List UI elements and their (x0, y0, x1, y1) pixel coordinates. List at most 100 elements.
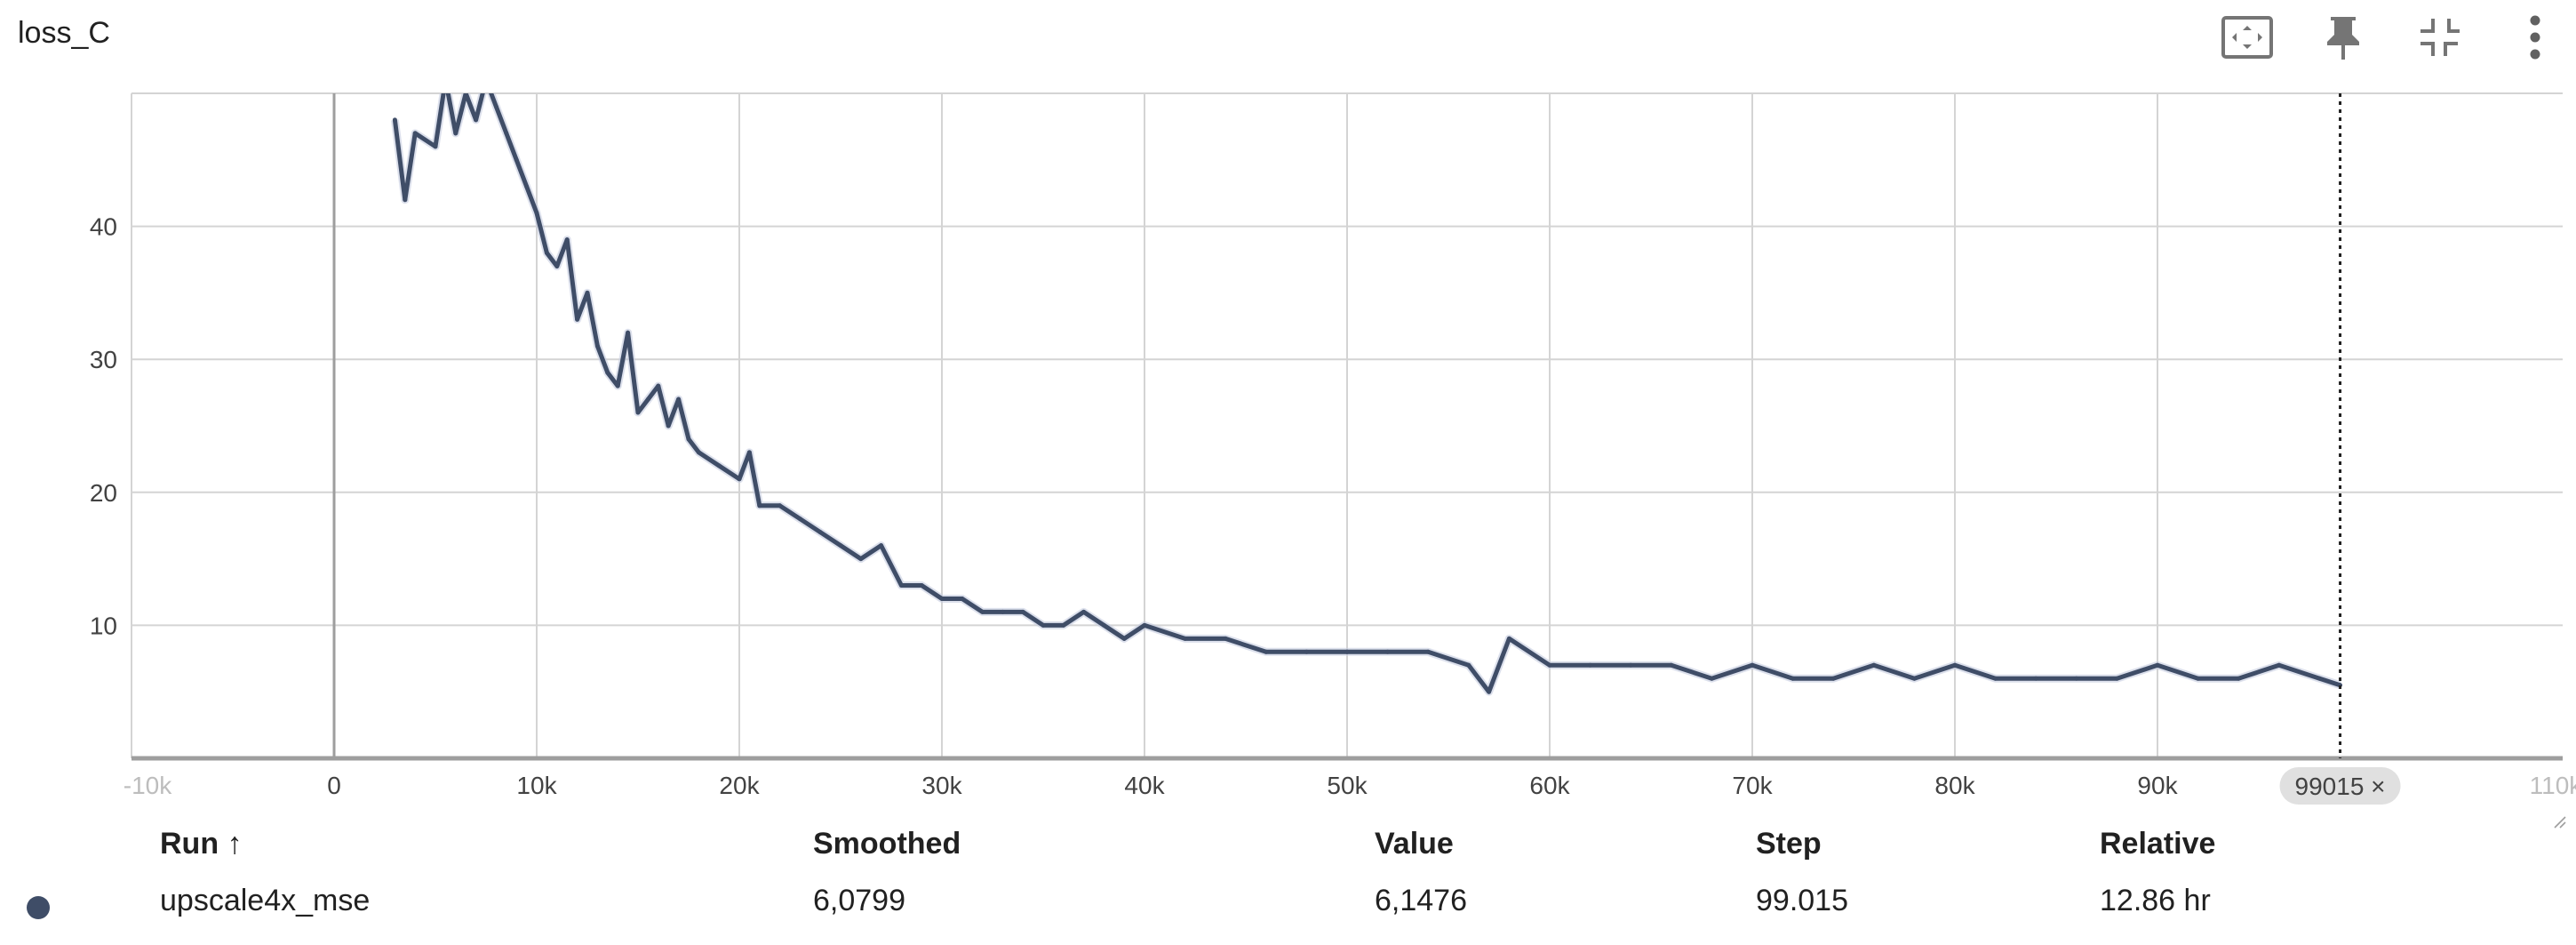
x-tick-label: 10k (516, 772, 557, 799)
data-point (778, 503, 783, 509)
data-point (2074, 676, 2079, 681)
data-point (1750, 662, 1755, 668)
data-point (575, 316, 580, 322)
data-point (635, 410, 641, 415)
data-point (939, 597, 945, 601)
run-name-cell: upscale4x_mse (160, 884, 371, 917)
data-point (605, 370, 610, 375)
y-tick-label: 10 (90, 612, 117, 639)
data-point (1020, 609, 1025, 614)
data-point (797, 517, 802, 522)
x-tick-label-faded: 110k (2530, 772, 2576, 799)
data-point (656, 383, 661, 388)
step-column-header[interactable]: Step (1756, 827, 1822, 861)
data-point (1588, 662, 1593, 668)
data-point (534, 211, 539, 216)
data-point (1385, 649, 1391, 654)
data-point (2196, 676, 2201, 681)
data-point (484, 78, 489, 83)
series-group (390, 78, 2342, 696)
run-color-dot (27, 896, 50, 919)
data-point (898, 583, 904, 588)
value-column-header[interactable]: Value (1375, 827, 1454, 861)
x-tick-label: 0 (327, 772, 341, 799)
loss-chart[interactable]: 10 20 30 40 0 10k 20k 30k 40k 50k 60k 70k 80k 90k -10k… (0, 0, 2576, 818)
run-column-header[interactable]: Run ↑ (160, 827, 243, 861)
data-point (980, 609, 985, 614)
data-point (453, 131, 459, 136)
data-point (666, 423, 671, 428)
smoothed-cell: 6,0799 (813, 884, 905, 917)
data-point (919, 583, 924, 588)
data-point (524, 184, 530, 189)
data-point (1264, 649, 1269, 654)
x-tick-label: 70k (1732, 772, 1773, 799)
pin-icon (2327, 17, 2359, 60)
x-tick-label: 30k (921, 772, 962, 799)
data-point (2317, 676, 2322, 681)
data-point (716, 463, 722, 468)
data-point (493, 104, 498, 109)
data-point (1830, 676, 1836, 681)
data-point (838, 543, 843, 549)
x-tick-label: 60k (1529, 772, 1570, 799)
value-cell: 6,1476 (1375, 884, 1467, 917)
relative-cell: 12.86 hr (2100, 884, 2211, 917)
data-point (2155, 662, 2160, 668)
data-point (1669, 662, 1674, 668)
data-point (2277, 662, 2282, 668)
data-point (626, 330, 631, 335)
data-point (1304, 649, 1309, 654)
fit-domain-icon (2221, 16, 2273, 59)
data-point (1871, 662, 1877, 668)
data-point (817, 530, 823, 535)
data-point (686, 436, 691, 442)
x-tick-label: 90k (2137, 772, 2178, 799)
data-point (1121, 636, 1127, 641)
data-point (1142, 622, 1147, 628)
data-point (1466, 662, 1471, 668)
smoothed-column-header[interactable]: Smoothed (813, 827, 961, 861)
step-cursor-chip[interactable]: 99015 × (2279, 767, 2401, 805)
data-point (544, 251, 549, 255)
data-point (696, 450, 701, 455)
data-point (554, 264, 560, 268)
data-point (879, 543, 884, 549)
series-line (392, 93, 2341, 694)
data-point (1628, 662, 1633, 668)
data-point (443, 78, 448, 83)
card-toolbar (2215, 9, 2567, 66)
data-point (2033, 676, 2038, 681)
x-tick-label: 40k (1124, 772, 1165, 799)
data-point (645, 396, 650, 402)
relative-column-header[interactable]: Relative (2100, 827, 2216, 861)
y-tick-label: 30 (90, 346, 117, 373)
pin-button[interactable] (2311, 9, 2375, 66)
y-tick-label: 40 (90, 213, 117, 241)
data-point (564, 237, 570, 243)
more-options-button[interactable] (2503, 9, 2567, 66)
data-point (392, 117, 397, 123)
data-point (474, 117, 479, 123)
data-point (1344, 649, 1350, 654)
data-point (858, 557, 864, 562)
data-point (1223, 636, 1228, 641)
resize-handle-icon[interactable] (2553, 815, 2567, 829)
data-point (463, 93, 468, 96)
data-point (737, 477, 742, 482)
collapse-icon (2420, 19, 2460, 56)
x-tick-label: 20k (719, 772, 760, 799)
collapse-button[interactable] (2407, 9, 2471, 66)
data-point (1041, 622, 1046, 628)
data-point (504, 131, 509, 136)
x-tick-label: 80k (1934, 772, 1975, 799)
data-point (676, 396, 682, 402)
fit-domain-button[interactable] (2215, 9, 2279, 66)
step-cell: 99.015 (1756, 884, 1848, 917)
data-point (1506, 636, 1511, 641)
data-point (960, 597, 965, 601)
data-point (615, 383, 620, 388)
data-point (757, 503, 762, 509)
y-tick-label: 20 (90, 479, 117, 507)
data-point (1790, 676, 1796, 681)
